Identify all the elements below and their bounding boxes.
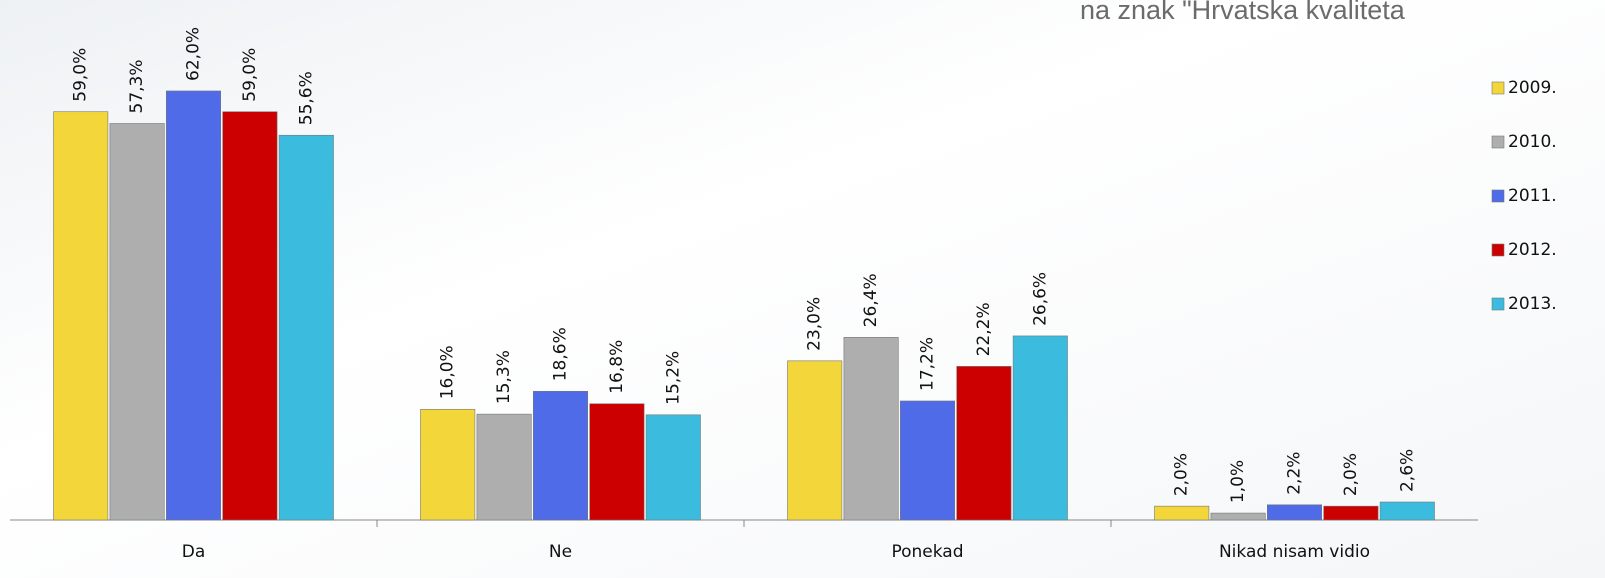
value-label: 57,3% bbox=[127, 59, 147, 113]
bar bbox=[278, 134, 334, 521]
bar bbox=[843, 337, 899, 521]
legend-swatch bbox=[1491, 297, 1505, 311]
bar bbox=[1267, 504, 1323, 521]
legend-label: 2013. bbox=[1508, 294, 1557, 314]
value-label: 23,0% bbox=[805, 297, 825, 351]
value-label: 2,0% bbox=[1341, 453, 1361, 496]
value-label: 1,0% bbox=[1228, 460, 1248, 503]
value-label: 16,8% bbox=[607, 340, 627, 394]
bar bbox=[956, 366, 1012, 521]
legend-label: 2009. bbox=[1508, 78, 1557, 98]
legend-label: 2012. bbox=[1508, 240, 1557, 260]
bar bbox=[109, 123, 165, 521]
bar bbox=[1379, 501, 1435, 521]
bar bbox=[532, 390, 588, 521]
bar bbox=[222, 111, 278, 521]
bar bbox=[1012, 335, 1068, 521]
value-label: 16,0% bbox=[438, 345, 458, 399]
value-label: 26,4% bbox=[861, 273, 881, 327]
x-tick-label: Ponekad bbox=[891, 542, 963, 562]
value-label: 17,2% bbox=[918, 337, 938, 391]
value-label: 2,6% bbox=[1397, 449, 1417, 492]
bar bbox=[1210, 512, 1266, 521]
value-label: 59,0% bbox=[71, 48, 91, 102]
value-label: 22,2% bbox=[974, 302, 994, 356]
value-label: 2,2% bbox=[1285, 452, 1305, 495]
bar bbox=[476, 413, 532, 521]
value-label: 62,0% bbox=[184, 27, 204, 81]
bar bbox=[166, 90, 222, 521]
bar bbox=[645, 414, 701, 521]
bar bbox=[53, 111, 109, 521]
legend-label: 2011. bbox=[1508, 186, 1557, 206]
value-label: 2,0% bbox=[1172, 453, 1192, 496]
legend-swatch bbox=[1491, 81, 1505, 95]
value-label: 59,0% bbox=[240, 48, 260, 102]
legend-swatch bbox=[1491, 135, 1505, 149]
bar bbox=[787, 360, 843, 521]
bar bbox=[1323, 505, 1379, 521]
bar bbox=[589, 403, 645, 521]
x-tick-label: Da bbox=[182, 542, 206, 562]
bar bbox=[899, 400, 955, 521]
legend-label: 2010. bbox=[1508, 132, 1557, 152]
value-label: 15,2% bbox=[663, 351, 683, 405]
value-label: 26,6% bbox=[1030, 272, 1050, 326]
x-tick-label: Nikad nisam vidio bbox=[1219, 542, 1370, 562]
legend-swatch bbox=[1491, 189, 1505, 203]
chart-title: na znak "Hrvatska kvaliteta bbox=[1080, 0, 1406, 25]
x-tick-label: Ne bbox=[549, 542, 572, 562]
bar bbox=[420, 408, 476, 521]
legend-swatch bbox=[1491, 243, 1505, 257]
value-label: 55,6% bbox=[296, 71, 316, 125]
bar bbox=[1154, 505, 1210, 521]
value-label: 15,3% bbox=[494, 350, 514, 404]
value-label: 18,6% bbox=[551, 327, 571, 381]
